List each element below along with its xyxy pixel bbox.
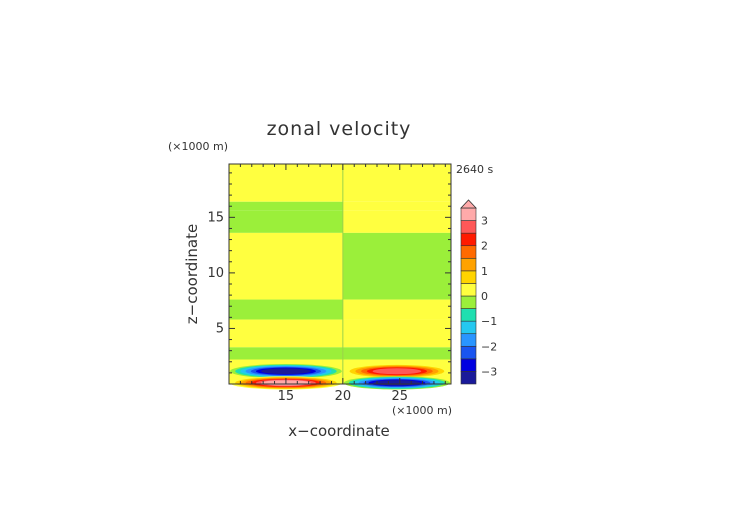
colorbar-tick-label-1: −2 (481, 340, 497, 353)
colorbar-cell-6 (460, 295, 477, 309)
colorbar-cell-12 (460, 220, 477, 234)
jet-1-contour-5 (372, 368, 422, 375)
band-right-2 (342, 201, 451, 211)
band-right-3 (342, 210, 451, 233)
colorbar-cell-9 (460, 257, 477, 272)
y-unit-label: (×1000 m) (168, 140, 228, 153)
band-left-5 (229, 299, 343, 320)
colorbar-tick-label-0: −3 (481, 365, 497, 378)
plot-frame (228, 163, 452, 385)
colorbar-tick-label-4: 1 (481, 265, 488, 278)
colorbar-extend-arrow (460, 199, 477, 209)
band-right-0 (342, 164, 451, 174)
band-right-5 (342, 299, 451, 320)
colorbar-cell-0 (460, 371, 477, 385)
colorbar-tick-label-3: 0 (481, 290, 488, 303)
colorbar-cell-1 (460, 358, 477, 372)
plot-axes: 15 20 25 5 10 15 (207, 163, 452, 404)
band-left-1 (229, 174, 343, 202)
colorbar-cell-8 (460, 270, 477, 284)
chart-title: zonal velocity (267, 118, 412, 140)
y-tick-label-0: 5 (216, 321, 224, 336)
x-tick-label-2: 25 (391, 389, 408, 404)
band-right-7 (342, 347, 451, 360)
colorbar-cell-4 (460, 320, 477, 335)
colorbar-cell-2 (460, 345, 477, 360)
colorbar-cell-7 (460, 283, 477, 297)
band-left-2 (229, 201, 343, 211)
y-tick-label-1: 10 (207, 266, 224, 281)
colorbar-cell-5 (460, 308, 477, 322)
colorbar-cell-3 (460, 333, 477, 347)
plot-area (229, 164, 451, 390)
x-tick-label-1: 20 (335, 389, 352, 404)
colorbar-tick-label-5: 2 (481, 240, 488, 253)
jet-0-contour-6 (261, 368, 311, 375)
colorbar-tick-label-2: −1 (481, 315, 497, 328)
colorbar-cell-13 (460, 207, 477, 221)
x-tick-label-0: 15 (278, 389, 295, 404)
band-left-6 (229, 319, 343, 348)
band-left-4 (229, 232, 343, 300)
jet-3-contour-6 (373, 380, 421, 386)
band-right-6 (342, 319, 451, 348)
band-right-4 (342, 232, 451, 300)
y-tick-label-2: 15 (207, 210, 224, 225)
colorbar: −3 −2 −1 0 1 2 3 (460, 199, 497, 385)
band-left-7 (229, 347, 343, 360)
time-label: 2640 s (456, 163, 493, 176)
x-unit-label: (×1000 m) (392, 404, 452, 417)
colorbar-tick-label-6: 3 (481, 215, 488, 228)
band-right-1 (342, 174, 451, 202)
band-left-3 (229, 210, 343, 233)
colorbar-cell-11 (460, 232, 477, 247)
colorbar-cell-10 (460, 245, 477, 259)
y-axis-label: z−coordinate (183, 224, 201, 324)
x-axis-label: x−coordinate (288, 422, 389, 440)
